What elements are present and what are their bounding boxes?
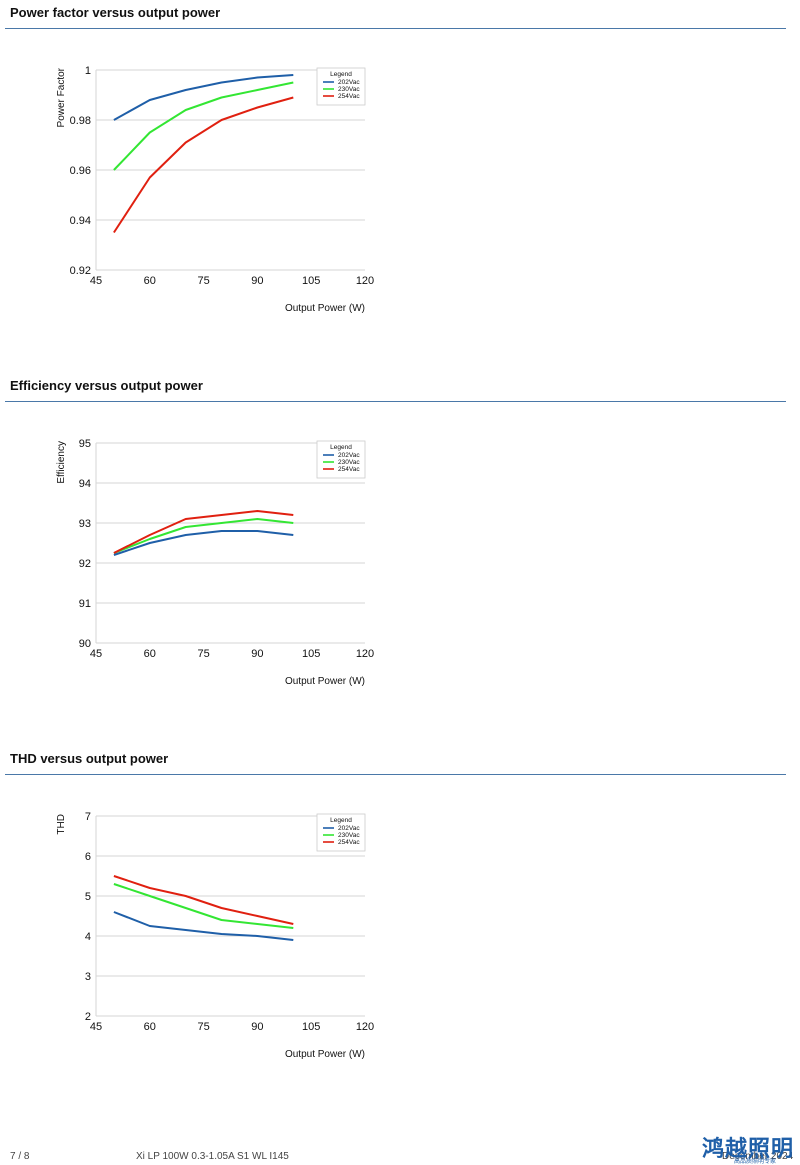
x-tick-label: 120 bbox=[356, 275, 374, 287]
brand-logo-text: 鸿越照明 bbox=[702, 1137, 795, 1162]
series-line-202Vac bbox=[113, 74, 294, 121]
y-tick-label: 93 bbox=[79, 518, 91, 530]
legend-entry: 202Vac bbox=[338, 452, 360, 459]
y-axis-label: THD bbox=[56, 814, 67, 835]
y-tick-label: 1 bbox=[85, 65, 91, 77]
x-tick-label: 105 bbox=[302, 275, 320, 287]
series-line-254Vac bbox=[113, 875, 294, 925]
document-date: December 2024 bbox=[722, 1151, 794, 1162]
legend-entry: 202Vac bbox=[338, 825, 360, 832]
legend-title: Legend bbox=[330, 817, 352, 824]
y-tick-label: 90 bbox=[79, 638, 91, 650]
series-line-254Vac bbox=[113, 96, 294, 234]
series-line-230Vac bbox=[113, 883, 294, 929]
x-tick-label: 120 bbox=[356, 648, 374, 660]
x-tick-label: 90 bbox=[251, 648, 263, 660]
section-title-power-factor: Power factor versus output power bbox=[10, 5, 221, 20]
y-axis-label: Efficiency bbox=[56, 441, 67, 484]
x-tick-label: 90 bbox=[251, 1021, 263, 1033]
y-tick-label: 0.96 bbox=[70, 165, 91, 177]
x-tick-label: 120 bbox=[356, 1021, 374, 1033]
legend-entry: 254Vac bbox=[338, 466, 360, 473]
power-factor-chart: 0.92 0.94 0.96 0.98 1 45 60 75 90 105 120 Output Po… bbox=[56, 65, 374, 314]
series-line-202Vac bbox=[113, 911, 294, 941]
y-tick-label: 0.94 bbox=[70, 215, 91, 227]
x-tick-label: 105 bbox=[302, 648, 320, 660]
section-title-efficiency: Efficiency versus output power bbox=[10, 378, 203, 393]
brand-logo-subtext: 高品质照明专家 bbox=[734, 1158, 777, 1165]
series-line-230Vac bbox=[113, 81, 294, 171]
y-tick-label: 91 bbox=[79, 598, 91, 610]
legend-entry: 230Vac bbox=[338, 459, 360, 466]
legend-entry: 254Vac bbox=[338, 839, 360, 846]
x-tick-label: 60 bbox=[144, 1021, 156, 1033]
y-tick-label: 6 bbox=[85, 851, 91, 863]
section-divider bbox=[5, 28, 786, 29]
x-axis-label: Output Power (W) bbox=[285, 303, 365, 314]
series-line-254Vac bbox=[113, 510, 294, 554]
legend-entry: 254Vac bbox=[338, 93, 360, 100]
page-number: 7 / 8 bbox=[10, 1151, 30, 1162]
product-name: Xi LP 100W 0.3-1.05A S1 WL I145 bbox=[136, 1151, 289, 1162]
legend-entry: 202Vac bbox=[338, 79, 360, 86]
y-tick-label: 0.92 bbox=[70, 265, 91, 277]
legend-entry: 230Vac bbox=[338, 86, 360, 93]
x-tick-label: 90 bbox=[251, 275, 263, 287]
y-tick-label: 0.98 bbox=[70, 115, 91, 127]
x-tick-label: 45 bbox=[90, 275, 102, 287]
y-tick-label: 5 bbox=[85, 891, 91, 903]
section-title-thd: THD versus output power bbox=[10, 751, 169, 766]
legend-box bbox=[316, 440, 366, 479]
section-divider bbox=[5, 401, 786, 402]
series-line-202Vac bbox=[113, 530, 294, 556]
efficiency-chart: 90 91 92 93 94 95 45 60 75 90 105 120 Output Power (… bbox=[56, 438, 374, 687]
legend-title: Legend bbox=[330, 444, 352, 451]
x-axis-label: Output Power (W) bbox=[285, 676, 365, 687]
legend-box bbox=[316, 67, 366, 106]
legend-entry: 230Vac bbox=[338, 832, 360, 839]
y-tick-label: 95 bbox=[79, 438, 91, 450]
section-divider bbox=[5, 774, 786, 775]
y-axis-label: Power Factor bbox=[56, 67, 67, 127]
x-tick-label: 45 bbox=[90, 648, 102, 660]
y-tick-label: 2 bbox=[85, 1011, 91, 1023]
brand-logo: 鸿越照明 高品质照明专家 bbox=[702, 1131, 796, 1165]
x-tick-label: 60 bbox=[144, 275, 156, 287]
x-axis-label: Output Power (W) bbox=[285, 1049, 365, 1060]
y-tick-label: 7 bbox=[85, 811, 91, 823]
y-tick-label: 94 bbox=[79, 478, 91, 490]
series-line-230Vac bbox=[113, 518, 294, 554]
y-tick-label: 4 bbox=[85, 931, 91, 943]
y-tick-label: 92 bbox=[79, 558, 91, 570]
legend-box bbox=[316, 813, 366, 852]
x-tick-label: 105 bbox=[302, 1021, 320, 1033]
x-tick-label: 75 bbox=[197, 1021, 209, 1033]
x-tick-label: 45 bbox=[90, 1021, 102, 1033]
legend-title: Legend bbox=[330, 71, 352, 78]
x-tick-label: 75 bbox=[197, 275, 209, 287]
y-tick-label: 3 bbox=[85, 971, 91, 983]
x-tick-label: 60 bbox=[144, 648, 156, 660]
x-tick-label: 75 bbox=[197, 648, 209, 660]
